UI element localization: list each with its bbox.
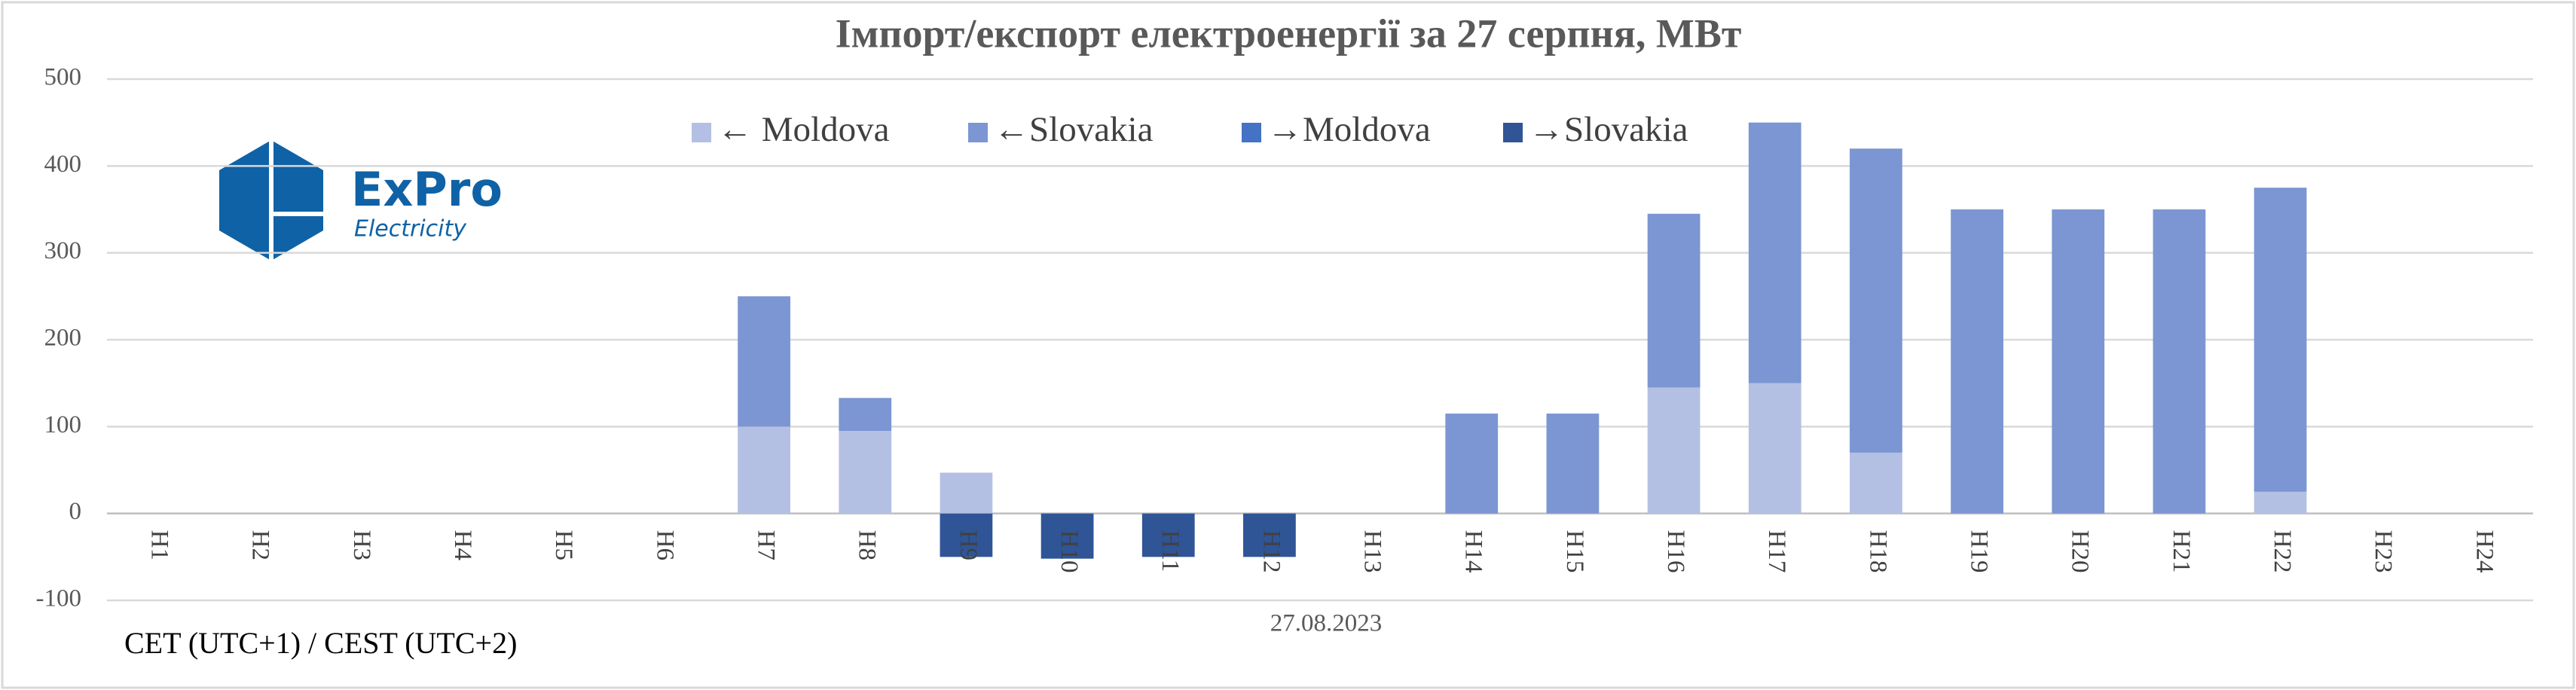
y-tick-label: 300 (44, 237, 82, 264)
y-tick-label: 100 (44, 411, 82, 438)
bar (1850, 148, 1902, 453)
x-tick-label: H9 (955, 530, 982, 560)
bar (1951, 209, 2003, 514)
timezone-note: CET (UTC+1) / CEST (UTC+2) (124, 626, 517, 660)
logo-name: ExPro (351, 162, 503, 217)
bar (1445, 414, 1499, 514)
bar (1647, 213, 1701, 388)
y-tick-label: -100 (36, 585, 82, 612)
x-tick-label: H22 (2269, 530, 2296, 573)
legend-label: ←Slovakia (994, 110, 1154, 149)
bar (1243, 513, 1296, 557)
bar (940, 472, 993, 514)
x-tick-label: H17 (1763, 530, 1790, 573)
legend-label: →Slovakia (1529, 110, 1688, 149)
bar (1141, 513, 1195, 557)
x-tick-label: H8 (854, 530, 881, 560)
x-tick-label: H16 (1662, 530, 1689, 573)
legend-label: ← Moldova (717, 110, 890, 149)
legend-label: →Moldova (1267, 110, 1431, 149)
x-tick-label: H2 (247, 530, 274, 560)
bar (1850, 452, 1902, 514)
bar (738, 426, 790, 514)
x-tick-label: H10 (1056, 530, 1083, 573)
y-tick-label: 500 (44, 64, 82, 91)
bar (940, 513, 993, 557)
chart-title: Імпорт/експорт електроенергії за 27 серп… (836, 11, 1742, 56)
legend-swatch (692, 123, 711, 142)
x-tick-label: H15 (1561, 530, 1588, 573)
bar (1546, 414, 1600, 514)
bar (2254, 491, 2307, 514)
x-tick-label: H20 (2067, 530, 2094, 573)
bar (1748, 122, 1801, 383)
x-tick-label: H11 (1157, 530, 1184, 572)
x-tick-label: H14 (1460, 530, 1487, 573)
bar (1748, 383, 1801, 514)
y-tick-label: 400 (44, 151, 82, 178)
bar (2153, 209, 2206, 514)
bar (839, 398, 892, 432)
legend-swatch (968, 123, 988, 142)
x-axis-label: 27.08.2023 (1270, 610, 1383, 637)
bar (1040, 513, 1094, 559)
y-tick-label: 0 (69, 498, 82, 525)
logo: ExPro Electricity (203, 128, 558, 271)
legend-swatch (1503, 123, 1523, 142)
bar (2254, 188, 2307, 492)
bar (839, 431, 892, 514)
x-tick-label: H5 (550, 530, 577, 560)
x-tick-label: H21 (2168, 530, 2195, 573)
x-tick-label: H3 (348, 530, 375, 560)
bar (1647, 387, 1701, 514)
bar (738, 296, 790, 427)
x-tick-label: H24 (2471, 530, 2498, 573)
bar (2052, 209, 2105, 514)
x-tick-label: H4 (449, 530, 476, 560)
x-tick-label: H18 (1864, 530, 1891, 573)
legend-swatch (1242, 123, 1261, 142)
x-tick-label: H6 (651, 530, 678, 560)
x-tick-label: H13 (1359, 530, 1386, 573)
x-tick-label: H19 (1966, 530, 1993, 573)
x-tick-label: H23 (2370, 530, 2397, 573)
x-tick-label: H1 (146, 530, 173, 560)
y-tick-label: 200 (44, 325, 82, 352)
x-tick-label: H7 (753, 530, 780, 560)
x-tick-label: H12 (1257, 530, 1285, 573)
logo-tagline: Electricity (354, 216, 467, 243)
